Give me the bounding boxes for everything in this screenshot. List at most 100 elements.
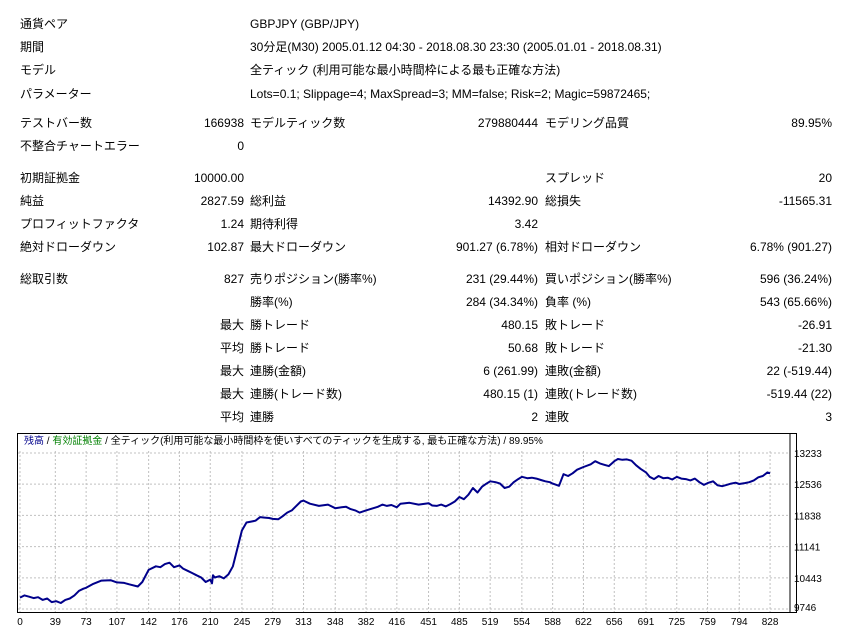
- max-cons-losses-count-value: -519.44 (22): [766, 387, 832, 401]
- long-value: 596 (36.24%): [759, 272, 832, 286]
- avg-cons-wins-prefix: 平均: [219, 410, 244, 424]
- y-tick-label: 9746: [794, 603, 817, 614]
- symbol-label: 通貨ペア: [20, 17, 69, 31]
- model-label: モデル: [20, 63, 57, 77]
- y-tick-label: 11141: [794, 543, 821, 554]
- x-tick-label: 348: [327, 617, 344, 628]
- y-tick-label: 12536: [794, 480, 822, 491]
- max-cons-wins-money-label: 連勝(金額): [250, 364, 306, 378]
- gross-loss-value: -11565.31: [778, 194, 832, 208]
- expected-label: 期待利得: [250, 217, 299, 231]
- x-tick-label: 794: [731, 617, 748, 628]
- max-cons-losses-money-value: 22 (-519.44): [766, 364, 832, 378]
- avg-win-prefix: 平均: [219, 341, 244, 355]
- avg-cons-losses-value: 3: [825, 410, 832, 424]
- avg-win-label: 勝トレード: [250, 341, 311, 355]
- legend-sep: /: [500, 436, 509, 447]
- largest-loss-label: 敗トレード: [545, 318, 606, 332]
- expected-value: 3.42: [514, 217, 538, 231]
- x-tick-label: 554: [514, 617, 531, 628]
- avg-loss-label: 敗トレード: [545, 341, 606, 355]
- abs-dd-label: 絶対ドローダウン: [20, 240, 117, 254]
- x-tick-label: 73: [81, 617, 93, 628]
- gross-profit-value: 14392.90: [487, 194, 538, 208]
- balance-series-line: [19, 458, 771, 604]
- x-tick-label: 759: [699, 617, 716, 628]
- max-cons-losses-count-label: 連敗(トレード数): [545, 387, 637, 401]
- bars-value: 166938: [203, 116, 244, 130]
- avg-loss-value: -21.30: [797, 341, 832, 355]
- pf-value: 1.24: [220, 217, 244, 231]
- ticks-value: 279880444: [477, 116, 538, 130]
- x-tick-label: 416: [389, 617, 406, 628]
- x-tick-label: 691: [638, 617, 655, 628]
- x-tick-label: 485: [451, 617, 468, 628]
- avg-cons-wins-label: 連勝: [250, 410, 275, 424]
- spread-label: スプレッド: [545, 171, 606, 185]
- x-tick-label: 382: [358, 617, 375, 628]
- x-tick-label: 107: [109, 617, 126, 628]
- legend-quality: 89.95%: [508, 436, 543, 447]
- x-tick-label: 210: [202, 617, 219, 628]
- x-tick-label: 451: [420, 617, 437, 628]
- short-value: 231 (29.44%): [465, 272, 538, 286]
- x-tick-label: 622: [575, 617, 592, 628]
- quality-label: モデリング品質: [545, 116, 630, 130]
- x-tick-label: 656: [606, 617, 623, 628]
- max-cons-wins-count-label: 連勝(トレード数): [250, 387, 342, 401]
- max-cons-wins-money-prefix: 最大: [219, 364, 244, 378]
- legend-sep: /: [102, 436, 111, 447]
- chart-svg: 13233 12536 11838 11141 10443 9746 0 39 73 107 142…: [17, 434, 822, 628]
- chart-legend: 残高 / 有効証拠金 / 全ティック(利用可能な最小時間枠を使いすべてのティック…: [24, 436, 543, 448]
- max-dd-value: 901.27 (6.78%): [455, 240, 538, 254]
- x-tick-label: 588: [544, 617, 561, 628]
- x-tick-label: 279: [264, 617, 281, 628]
- avg-cons-losses-label: 連敗: [545, 410, 570, 424]
- net-value: 2827.59: [200, 194, 244, 208]
- deposit-value: 10000.00: [193, 171, 244, 185]
- gross-loss-label: 総損失: [545, 194, 582, 208]
- gross-profit-label: 総利益: [250, 194, 287, 208]
- legend-equity: 有効証拠金: [52, 436, 103, 447]
- x-tick-label: 0: [17, 617, 23, 628]
- avg-cons-wins-value: 2: [531, 410, 538, 424]
- balance-chart: 13233 12536 11838 11141 10443 9746 0 39 73 107 142…: [17, 433, 822, 628]
- params-label: パラメーター: [20, 87, 92, 101]
- largest-win-label: 勝トレード: [250, 318, 311, 332]
- quality-value: 89.95%: [791, 116, 832, 130]
- abs-dd-value: 102.87: [207, 240, 244, 254]
- rel-dd-label: 相対ドローダウン: [545, 240, 642, 254]
- ticks-label: モデルティック数: [250, 116, 346, 130]
- mismatch-value: 0: [237, 139, 244, 153]
- legend-sep: /: [44, 436, 53, 447]
- long-label: 買いポジション(勝率%): [545, 272, 672, 286]
- avg-win-value: 50.68: [507, 341, 538, 355]
- legend-model: 全ティック(利用可能な最小時間枠を使いすべてのティックを生成する, 最も正確な方…: [110, 436, 501, 447]
- total-trades-value: 827: [223, 272, 244, 286]
- mismatch-label: 不整合チャートエラー: [20, 139, 140, 153]
- loss-rate-value: 543 (65.66%): [759, 295, 832, 309]
- x-tick-label: 245: [234, 617, 251, 628]
- params-value: Lots=0.1; Slippage=4; MaxSpread=3; MM=fa…: [250, 87, 651, 101]
- y-tick-label: 10443: [794, 574, 822, 585]
- largest-loss-value: -26.91: [797, 318, 832, 332]
- x-tick-label: 519: [482, 617, 499, 628]
- max-cons-wins-money-value: 6 (261.99): [483, 364, 538, 378]
- x-tick-label: 828: [762, 617, 779, 628]
- period-label: 期間: [20, 40, 45, 54]
- pf-label: プロフィットファクタ: [20, 217, 140, 231]
- deposit-label: 初期証拠金: [20, 171, 81, 185]
- max-cons-wins-count-prefix: 最大: [219, 387, 244, 401]
- spread-value: 20: [818, 171, 832, 185]
- x-tick-label: 313: [295, 617, 312, 628]
- max-cons-losses-money-label: 連敗(金額): [545, 364, 601, 378]
- y-tick-label: 13233: [794, 449, 822, 460]
- y-tick-label: 11838: [794, 511, 822, 522]
- short-label: 売りポジション(勝率%): [250, 272, 377, 286]
- win-rate-value: 284 (34.34%): [465, 295, 538, 309]
- symbol-value: GBPJPY (GBP/JPY): [250, 17, 360, 31]
- x-tick-label: 39: [50, 617, 62, 628]
- largest-win-value: 480.15: [501, 318, 538, 332]
- model-value: 全ティック (利用可能な最小時間枠による最も正確な方法): [250, 63, 561, 77]
- rel-dd-value: 6.78% (901.27): [749, 240, 832, 254]
